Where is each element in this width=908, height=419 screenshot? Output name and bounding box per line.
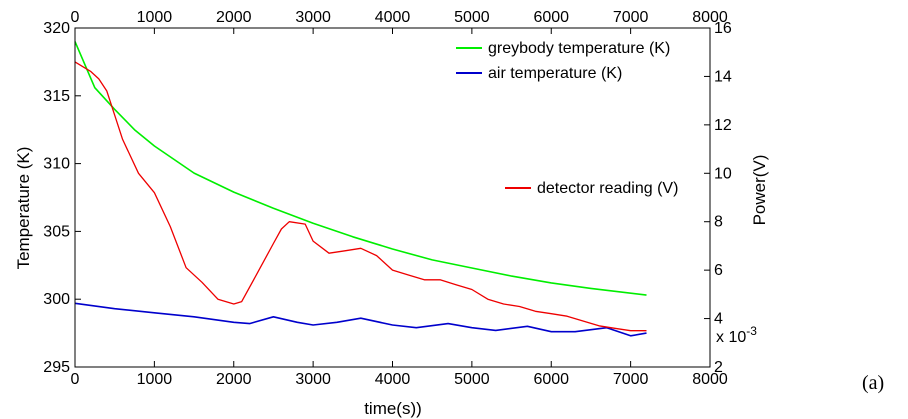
x-tick-label: 3000 (295, 371, 331, 388)
y-left-tick-label: 320 (43, 20, 70, 37)
y-right-tick-label: 14 (714, 68, 732, 85)
x-axis-label: time(s)) (364, 399, 422, 418)
x-top-tick-label: 4000 (375, 9, 411, 26)
y-left-tick-label: 300 (43, 291, 70, 308)
y-axis-label-left: Temperature (K) (14, 147, 33, 270)
y-right-tick-label: 8 (714, 214, 723, 231)
x-top-tick-label: 5000 (454, 9, 490, 26)
x-top-tick-label: 1000 (137, 9, 173, 26)
x-tick-label: 0 (71, 371, 80, 388)
tick-marks-group (74, 27, 711, 368)
y-right-tick-label: 4 (714, 311, 723, 328)
y-right-multiplier: x 10-3 (716, 324, 757, 346)
x-tick-label: 4000 (375, 371, 411, 388)
y-right-tick-label: 10 (714, 165, 732, 182)
x-top-tick-label: 2000 (216, 9, 252, 26)
x-top-tick-label: 6000 (533, 9, 569, 26)
series-line-greybody-temperature-k (74, 41, 647, 296)
x-tick-label: 7000 (613, 371, 649, 388)
y-right-multiplier-base: x 10 (716, 329, 746, 346)
x-tick-label: 1000 (137, 371, 173, 388)
legend-lower: detector reading (V) (505, 180, 678, 197)
legend-label: detector reading (V) (537, 180, 678, 197)
series-line-air-temperature-k (74, 302, 647, 337)
x-tick-label: 2000 (216, 371, 252, 388)
series-line-detector-reading-v (74, 61, 647, 332)
x-top-tick-label: 8000 (692, 9, 728, 26)
y-left-tick-label: 310 (43, 156, 70, 173)
legend-label: greybody temperature (K) (488, 40, 670, 57)
y-left-tick-label: 315 (43, 88, 70, 105)
y-left-tick-label: 305 (43, 223, 70, 240)
y-left-tick-label: 295 (43, 359, 70, 376)
y-right-multiplier-exponent: -3 (746, 324, 757, 338)
plot-series-group (74, 41, 647, 337)
legend-label: air temperature (K) (488, 65, 622, 82)
x-top-tick-label: 3000 (295, 9, 331, 26)
panel-label: (a) (862, 372, 885, 394)
y-right-tick-label: 2 (714, 359, 723, 376)
x-tick-label: 6000 (533, 371, 569, 388)
tick-labels-group: 0 1000 2000 3000 4000 5000 6000 7000 8000 0 1000 20… (43, 9, 732, 388)
y-axis-label-right: Power(V) (750, 155, 769, 226)
x-tick-label: 8000 (692, 371, 728, 388)
y-right-tick-label: 16 (714, 20, 732, 37)
y-right-tick-label: 12 (714, 117, 732, 134)
x-top-tick-label: 7000 (613, 9, 649, 26)
legend-upper: greybody temperature (K) air temperature … (456, 40, 670, 82)
x-tick-label: 5000 (454, 371, 490, 388)
x-top-tick-label: 0 (71, 9, 80, 26)
y-right-tick-label: 6 (714, 262, 723, 279)
